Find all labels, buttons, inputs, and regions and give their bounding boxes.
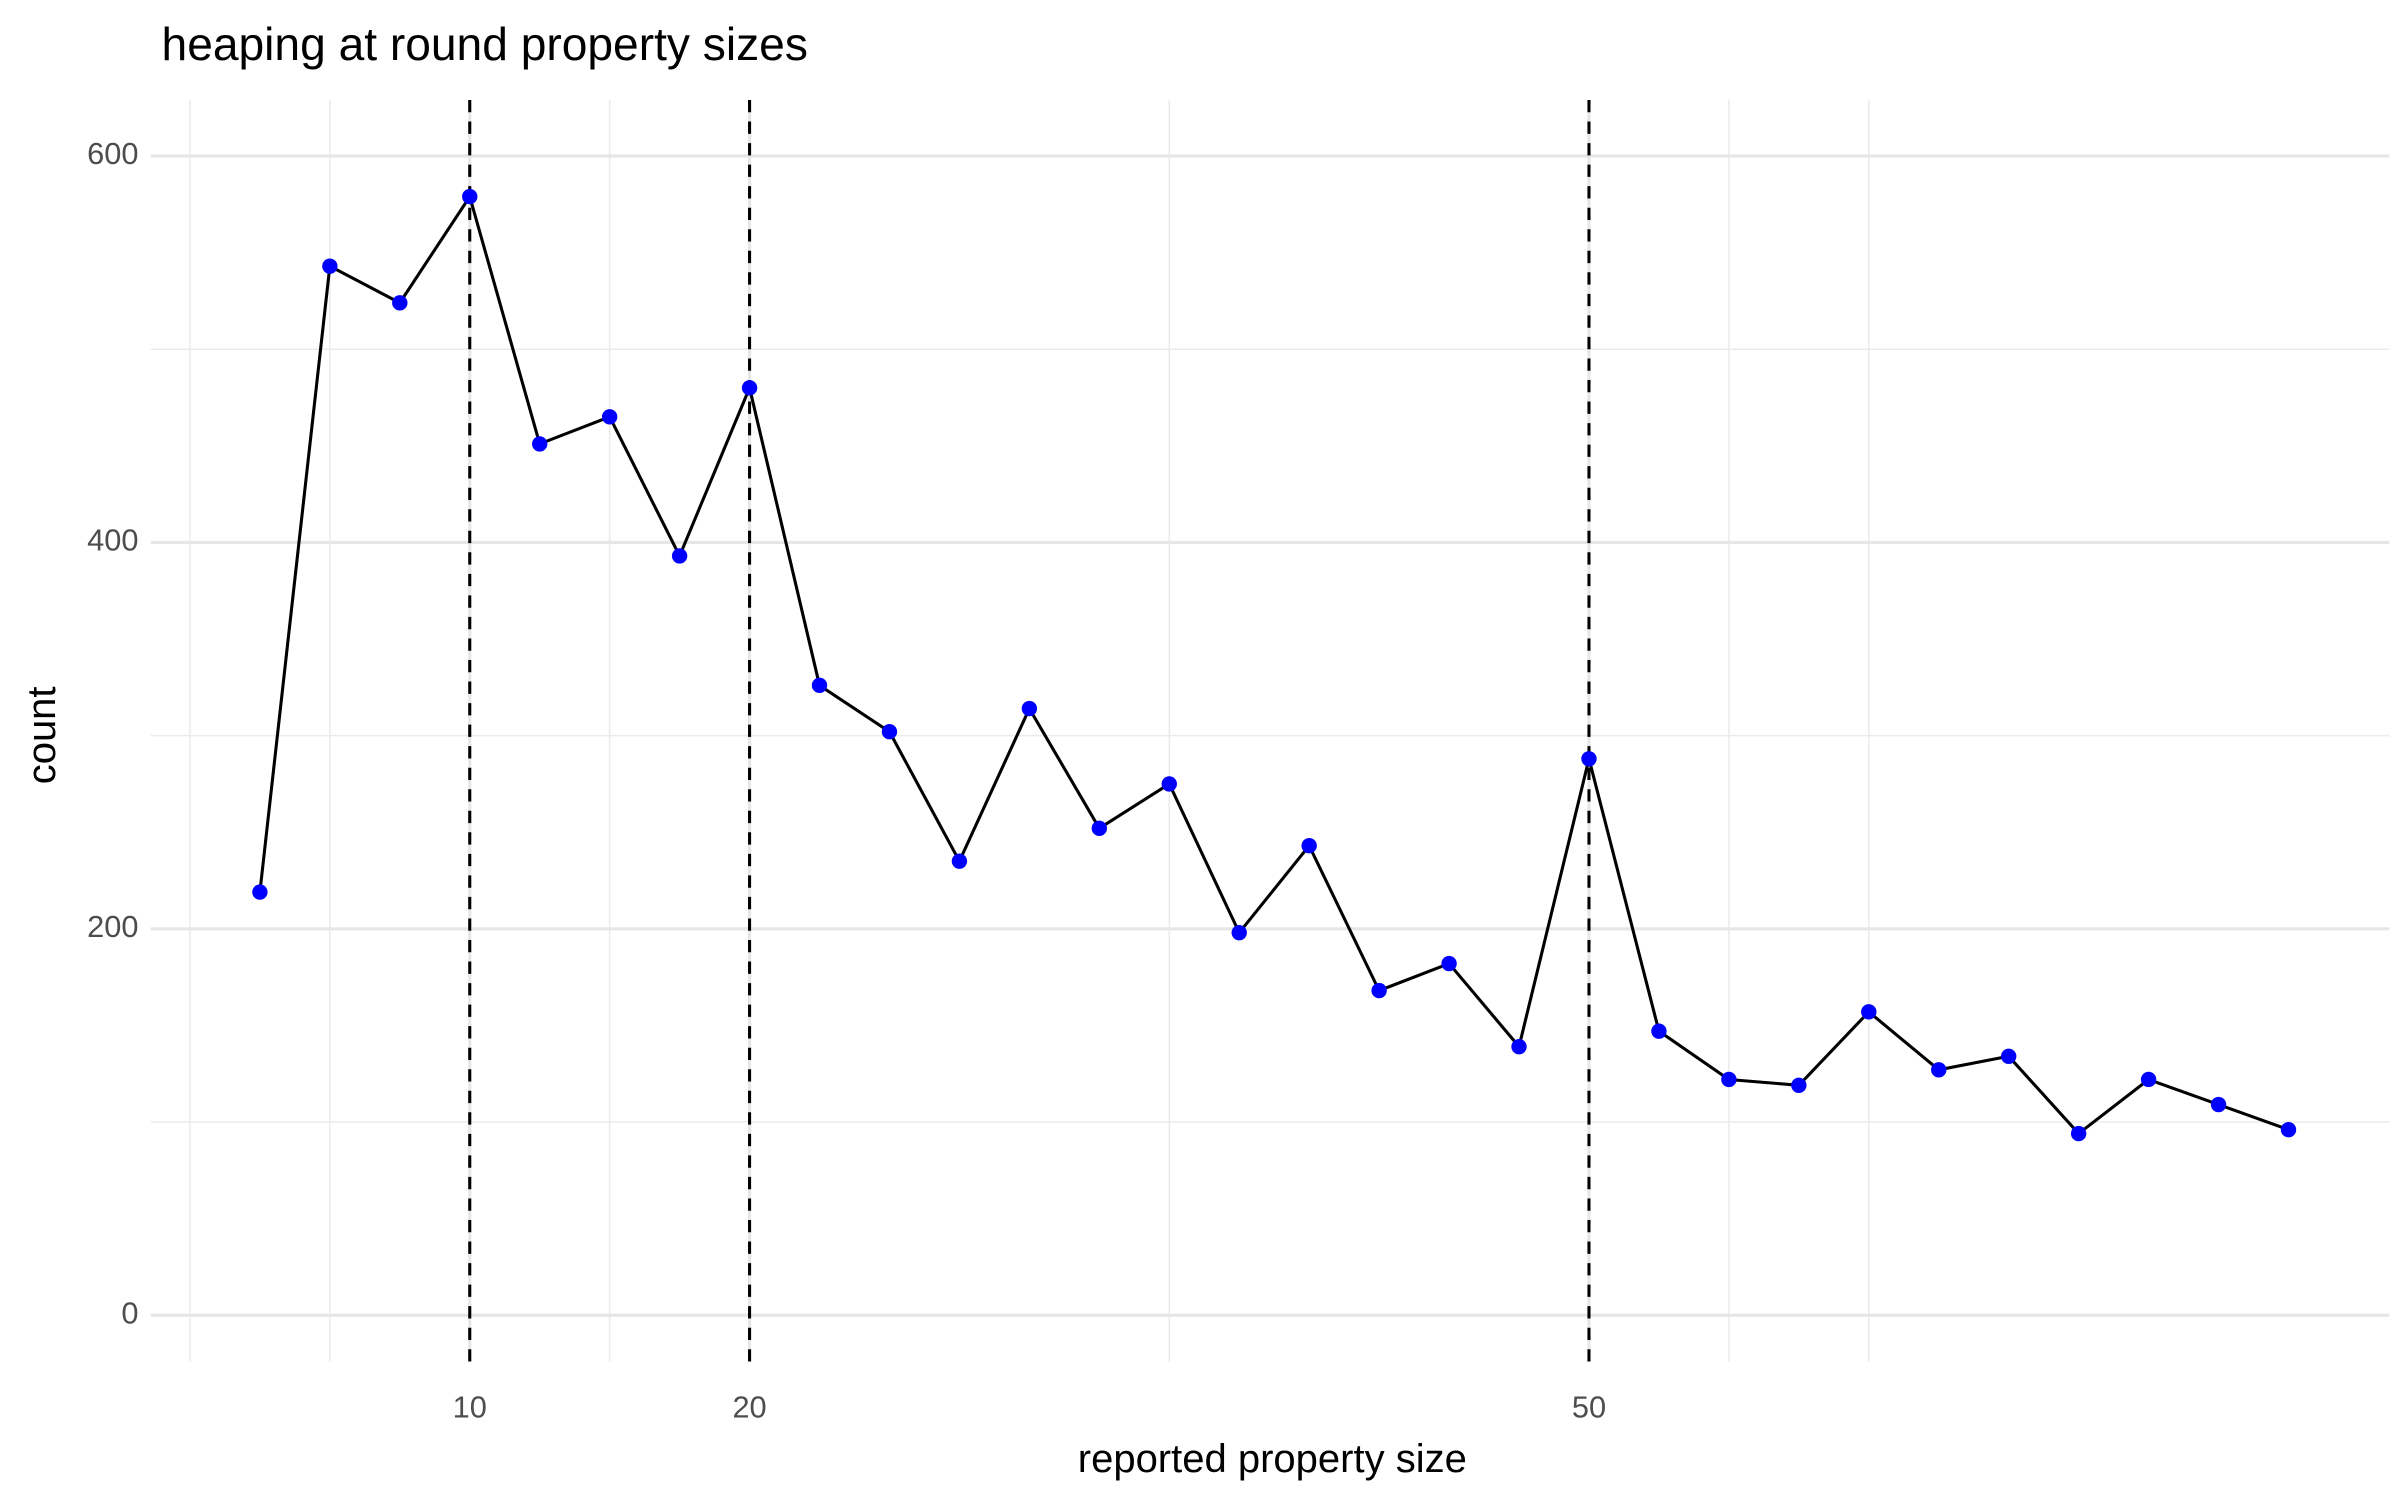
y-tick-label: 0	[121, 1295, 138, 1330]
x-axis-label: reported property size	[1078, 1437, 1467, 1481]
data-point	[2280, 1122, 2297, 1138]
y-tick-label: 400	[87, 523, 138, 558]
data-point	[1301, 838, 1317, 854]
data-point	[881, 724, 898, 740]
data-point	[1791, 1077, 1807, 1093]
data-point	[741, 380, 758, 396]
data-point	[462, 188, 478, 205]
data-point	[1091, 820, 1108, 837]
y-tick-label: 600	[87, 136, 138, 171]
data-point	[1161, 776, 1177, 792]
data-line	[258, 192, 2290, 1136]
x-tick-label: 50	[1572, 1389, 1606, 1424]
data-point	[2210, 1096, 2227, 1113]
data-point	[1721, 1071, 1737, 1088]
data-point	[601, 409, 618, 425]
data-point	[1581, 751, 1597, 767]
data-point	[2001, 1048, 2017, 1064]
chart-title: heaping at round property sizes	[162, 18, 808, 70]
data-point	[1441, 955, 1457, 972]
data-point	[2070, 1125, 2087, 1142]
data-point	[2140, 1071, 2157, 1088]
data-point	[1371, 982, 1387, 999]
data-point	[951, 853, 968, 869]
data-point	[532, 436, 548, 452]
y-axis-label: count	[20, 686, 64, 784]
y-tick-label: 200	[87, 909, 138, 944]
data-point	[1511, 1038, 1527, 1055]
data-point	[1651, 1023, 1667, 1039]
data-point	[252, 884, 268, 900]
data-point	[1931, 1062, 1947, 1078]
data-point	[1861, 1004, 1877, 1020]
data-point	[1231, 924, 1247, 941]
data-point	[1021, 700, 1038, 717]
data-point	[392, 295, 408, 311]
data-point	[671, 548, 688, 564]
x-tick-label: 10	[453, 1389, 487, 1424]
data-point	[811, 677, 828, 694]
x-tick-label: 20	[732, 1389, 766, 1424]
data-point	[322, 258, 338, 274]
